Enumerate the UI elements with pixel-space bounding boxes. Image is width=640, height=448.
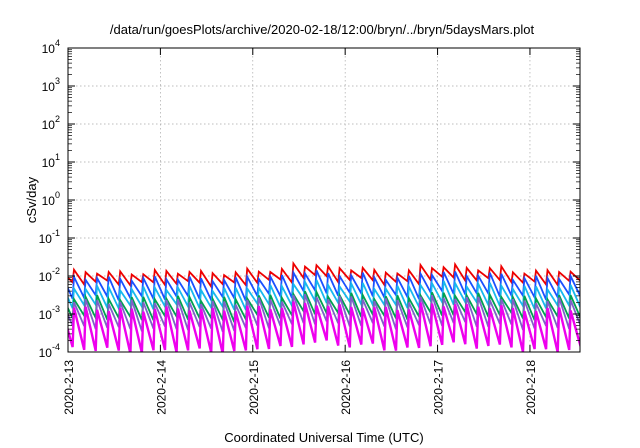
y-tick-label: 104 <box>42 38 60 56</box>
x-axis: 2020-2-13 2020-2-14 2020-2-15 2020-2-16 2020… <box>62 48 538 415</box>
y-tick-label: 10-1 <box>39 228 60 246</box>
y-tick-label: 10-2 <box>39 266 60 284</box>
x-tick-label: 2020-2-17 <box>432 360 446 415</box>
y-tick-label: 101 <box>42 152 60 170</box>
x-axis-label: Coordinated Universal Time (UTC) <box>224 430 423 445</box>
x-tick-label: 2020-2-13 <box>62 360 76 415</box>
y-axis-label: cSv/day <box>24 176 39 223</box>
x-tick-label: 2020-2-18 <box>524 360 538 415</box>
y-tick-label: 10-4 <box>39 342 60 360</box>
x-tick-label: 2020-2-15 <box>247 360 261 415</box>
x-tick-label: 2020-2-16 <box>339 360 353 415</box>
y-tick-label: 103 <box>42 76 60 94</box>
x-tick-label: 2020-2-14 <box>154 360 168 415</box>
y-tick-label: 10-3 <box>39 304 60 322</box>
chart-title: /data/run/goesPlots/archive/2020-02-18/1… <box>110 22 535 37</box>
grid <box>68 48 580 352</box>
y-tick-label: 102 <box>42 114 60 132</box>
series-path <box>68 301 580 352</box>
y-axis: 10-4 10-3 10-2 10-1 100 101 102 103 104 <box>39 38 580 360</box>
series-line <box>68 301 580 352</box>
y-tick-label: 100 <box>42 190 60 208</box>
series-layer <box>68 260 580 352</box>
